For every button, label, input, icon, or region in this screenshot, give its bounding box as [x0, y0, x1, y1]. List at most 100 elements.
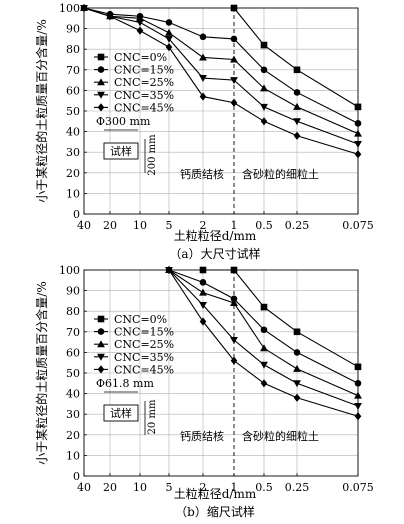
y-tick-label: 30 [66, 146, 80, 159]
y-tick-label: 50 [66, 105, 80, 118]
y-tick-label: 10 [66, 187, 80, 200]
data-point [293, 66, 301, 74]
data-point [199, 279, 207, 286]
data-point [293, 102, 301, 110]
data-point [260, 361, 268, 369]
data-point [260, 303, 268, 311]
x-tick-label: 0.5 [255, 219, 273, 232]
y-tick-label: 100 [59, 264, 80, 277]
data-point [165, 35, 173, 43]
data-point [260, 84, 268, 92]
legend-entry: CNC=0% [114, 51, 167, 64]
legend-entry: CNC=45% [114, 101, 174, 114]
data-point [230, 356, 238, 365]
data-point [199, 92, 207, 101]
data-point [136, 19, 144, 27]
data-point [293, 131, 301, 140]
legend-entry: CNC=0% [114, 313, 167, 326]
x-tick-label: 0.25 [285, 481, 310, 494]
series-line [233, 7, 359, 108]
data-point [293, 89, 301, 96]
figure-caption: （a）大尺寸试样 [169, 246, 260, 261]
legend-marker [97, 66, 105, 73]
data-point [354, 391, 362, 399]
x-tick-label: 5 [165, 219, 172, 232]
data-point [354, 120, 362, 127]
data-point [293, 380, 301, 388]
figure-caption: （b）缩尺试样 [175, 504, 255, 519]
data-point [260, 41, 268, 49]
legend-marker [97, 103, 105, 112]
data-point [354, 412, 362, 421]
x-tick-label: 20 [103, 219, 117, 232]
legend-marker [97, 328, 105, 335]
y-tick-label: 60 [66, 84, 80, 97]
x-axis-label: 土粒粒径d/mm [174, 228, 257, 243]
legend-marker [97, 91, 105, 99]
y-tick-label: 40 [66, 388, 80, 401]
data-point [260, 344, 268, 352]
legend-marker [97, 78, 105, 86]
legend-entry: CNC=25% [114, 338, 174, 351]
data-point [260, 117, 268, 126]
data-point [199, 266, 207, 274]
y-axis-label: 小于某粒径的土粒质量百分含量/% [34, 19, 49, 202]
region-right-label: 含砂粒的细粒土 [242, 167, 319, 181]
y-tick-label: 40 [66, 126, 80, 139]
legend-entry: CNC=15% [114, 326, 174, 339]
data-point [199, 288, 207, 296]
x-tick-label: 10 [133, 481, 147, 494]
data-point [230, 98, 238, 107]
y-tick-label: 70 [66, 326, 80, 339]
data-point [230, 298, 238, 306]
x-tick-label: 40 [77, 219, 91, 232]
x-tick-label: 5 [165, 481, 172, 494]
x-tick-label: 1 [230, 481, 237, 494]
specimen-diameter-label: Φ300 mm [96, 115, 151, 128]
x-tick-label: 2 [199, 481, 206, 494]
x-axis-label: 土粒粒径d/mm [174, 486, 257, 501]
data-point [165, 43, 173, 52]
data-point [260, 326, 268, 334]
data-point [354, 150, 362, 159]
y-tick-label: 100 [59, 2, 80, 15]
data-point [199, 75, 207, 83]
data-point [165, 265, 173, 275]
x-tick-label: 0.075 [342, 219, 374, 232]
data-point [260, 103, 268, 111]
x-tick-label: 0.075 [342, 481, 374, 494]
series-line [168, 269, 359, 417]
data-point [230, 337, 238, 345]
y-tick-label: 90 [66, 23, 80, 36]
data-point [230, 4, 238, 12]
data-point [106, 12, 114, 21]
series-line [168, 269, 359, 384]
y-tick-label: 0 [73, 470, 80, 483]
x-tick-label: 20 [103, 481, 117, 494]
y-tick-label: 30 [66, 408, 80, 421]
y-axis-label: 小于某粒径的土粒质量百分含量/% [34, 281, 49, 464]
data-point [230, 295, 238, 303]
data-point [230, 77, 238, 85]
y-tick-label: 50 [66, 367, 80, 380]
series-line [168, 269, 359, 397]
data-point [230, 55, 238, 63]
data-point [199, 317, 207, 326]
data-point [293, 393, 301, 402]
legend-marker [97, 315, 105, 323]
legend-marker [97, 365, 105, 374]
y-tick-label: 60 [66, 346, 80, 359]
data-point [80, 3, 88, 13]
data-point [165, 28, 173, 36]
data-point [354, 140, 362, 148]
x-tick-label: 10 [133, 219, 147, 232]
data-point [165, 19, 173, 26]
specimen-box [103, 142, 139, 160]
y-tick-label: 70 [66, 64, 80, 77]
data-point [260, 379, 268, 388]
x-tick-label: 0.5 [255, 481, 273, 494]
data-point [230, 35, 238, 43]
sample-label: 试样 [110, 406, 132, 420]
series-line [168, 269, 359, 407]
